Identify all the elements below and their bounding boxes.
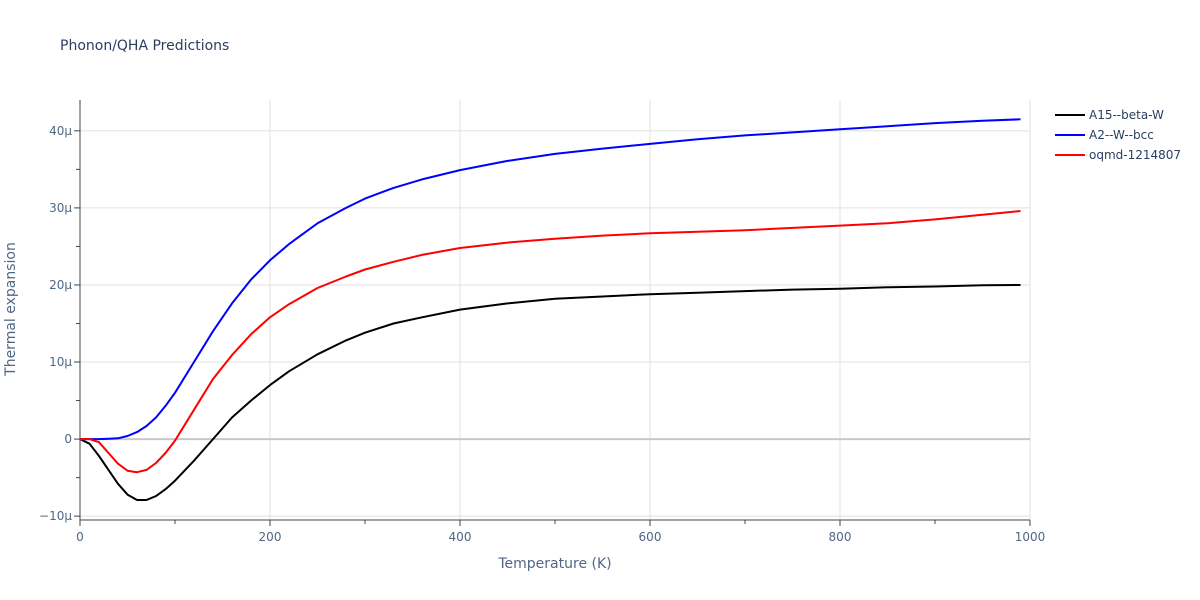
y-tick-label: 10μ: [49, 355, 72, 369]
y-tick-label: 30μ: [49, 201, 72, 215]
series-group: [79, 118, 1021, 501]
series-line-a2-w-bcc: [80, 118, 1021, 441]
legend-item-a15-beta-w[interactable]: A15--beta-W: [1055, 108, 1164, 122]
legend-label: oqmd-1214807: [1089, 148, 1181, 162]
y-tick-label: −10μ: [39, 509, 72, 523]
x-tick-label: 200: [259, 530, 282, 544]
y-tick-label: 0: [64, 432, 72, 446]
legend-label: A2--W--bcc: [1089, 128, 1154, 142]
y-tick-label: 40μ: [49, 124, 72, 138]
grid: [80, 100, 1031, 520]
x-tick-label: 400: [449, 530, 472, 544]
legend[interactable]: A15--beta-W A2--W--bcc oqmd-1214807: [1055, 108, 1181, 162]
x-tick-label: 600: [639, 530, 662, 544]
x-tick-label: 0: [76, 530, 84, 544]
series-line-oqmd-1214807: [80, 210, 1021, 474]
legend-item-oqmd-1214807[interactable]: oqmd-1214807: [1055, 148, 1181, 162]
y-axis-title: Thermal expansion: [3, 242, 19, 377]
x-tick-label: 1000: [1015, 530, 1046, 544]
legend-label: A15--beta-W: [1089, 108, 1164, 122]
x-ticks: 0 200 400 600 800 1000: [76, 530, 1045, 544]
x-axis-title: Temperature (K): [497, 556, 611, 572]
series-line-a15-beta-w: [79, 284, 1021, 501]
legend-item-a2-w-bcc[interactable]: A2--W--bcc: [1055, 128, 1154, 142]
y-ticks: −10μ 0 10μ 20μ 30μ 40μ: [39, 124, 72, 523]
axes: [74, 100, 1031, 526]
chart-title: Phonon/QHA Predictions: [60, 38, 229, 54]
x-tick-label: 800: [829, 530, 852, 544]
y-tick-label: 20μ: [49, 278, 72, 292]
